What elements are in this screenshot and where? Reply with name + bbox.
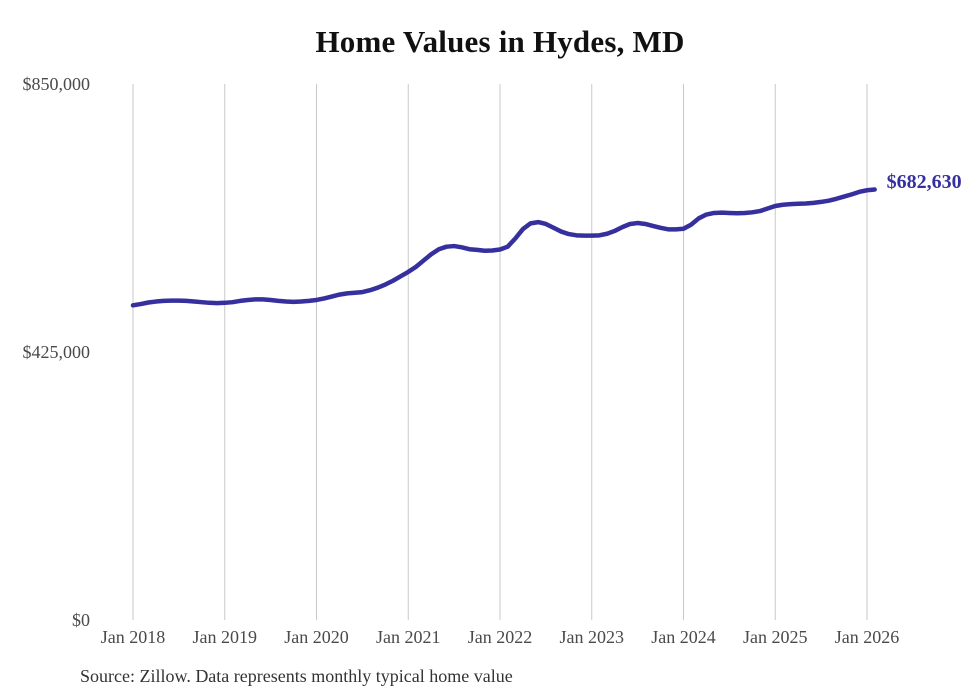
x-tick-label: Jan 2021 [376,627,441,647]
x-tick-label: Jan 2020 [284,627,349,647]
source-note: Source: Zillow. Data represents monthly … [80,666,513,686]
chart-title: Home Values in Hydes, MD [315,24,685,59]
x-tick-label: Jan 2024 [651,627,716,647]
x-tick-label: Jan 2023 [559,627,625,647]
y-tick-label: $425,000 [22,342,91,362]
x-tick-label: Jan 2025 [743,627,808,647]
x-tick-label: Jan 2019 [192,627,258,647]
y-tick-label: $0 [72,610,90,630]
x-tick-label: Jan 2026 [834,627,900,647]
y-tick-label: $850,000 [22,74,91,94]
x-tick-label: Jan 2022 [467,627,533,647]
home-value-line [130,187,877,308]
x-tick-label: Jan 2018 [100,627,166,647]
gridlines [132,84,868,620]
latest-value-label: $682,630 [886,170,962,193]
